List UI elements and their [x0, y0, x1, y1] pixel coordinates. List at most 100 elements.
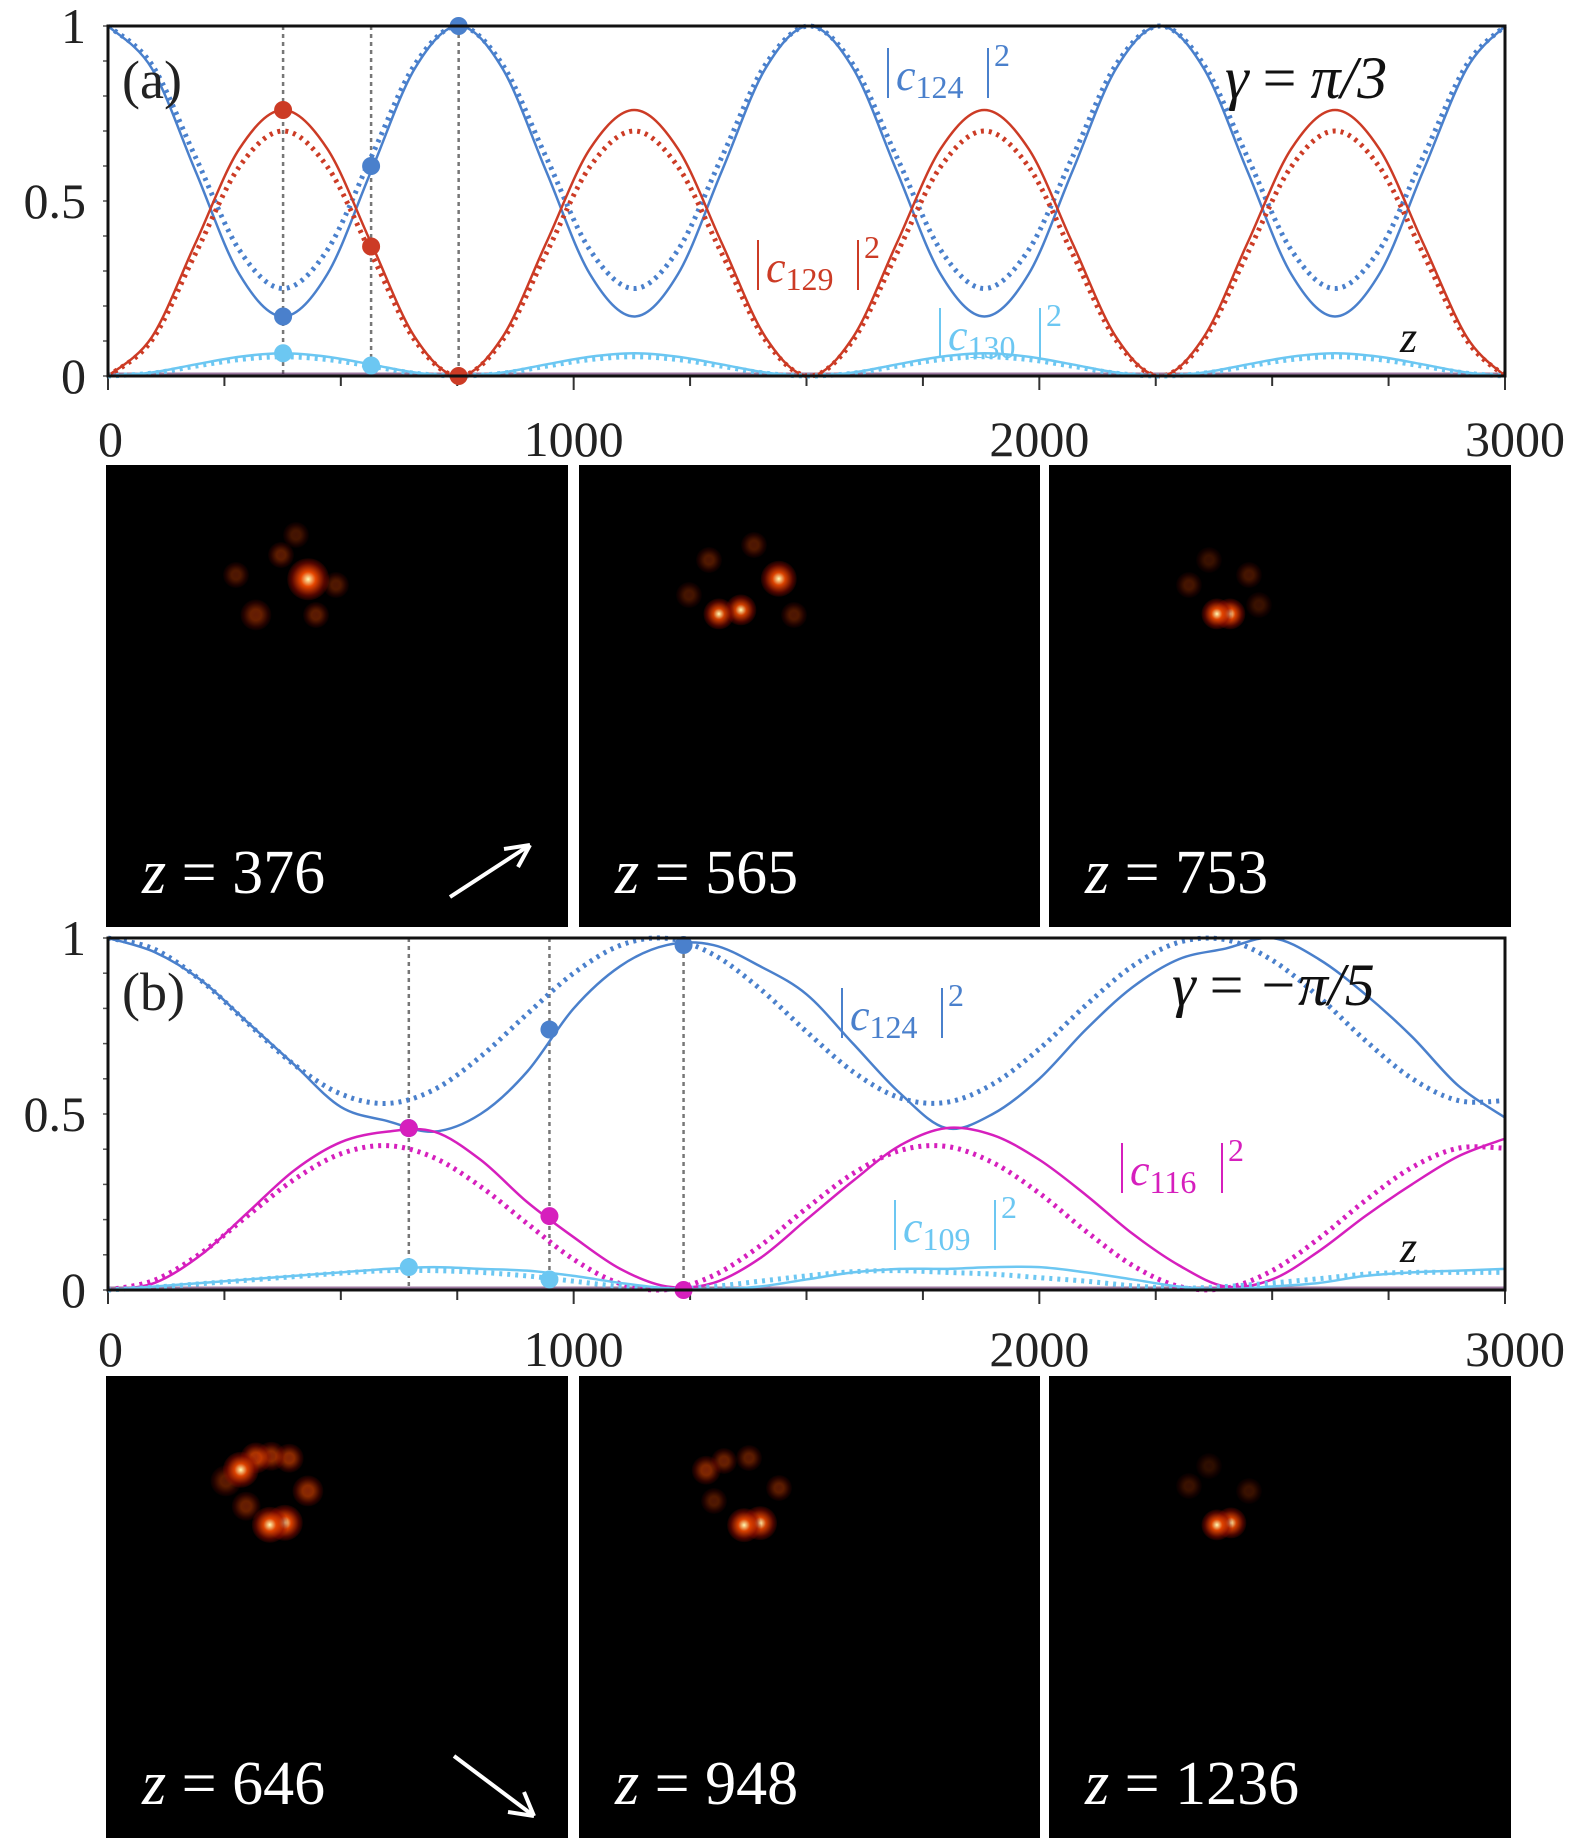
x-tick-label: 2000	[989, 1321, 1089, 1377]
snapshot-b-1: z = 646	[106, 1376, 568, 1838]
intensity-spot	[222, 1451, 260, 1489]
intensity-spot	[268, 542, 294, 568]
intensity-spot	[303, 602, 329, 628]
coef-power: 2	[948, 977, 964, 1013]
data-marker	[274, 101, 293, 119]
y-tick-label: 0	[61, 1262, 86, 1318]
intensity-spot	[1196, 1453, 1222, 1479]
intensity-spot	[1196, 547, 1222, 573]
intensity-spot	[760, 560, 798, 598]
intensity-spot	[287, 558, 329, 600]
y-tick-label: 0.5	[24, 173, 87, 229]
snapshot-a-2: z = 565	[579, 465, 1040, 927]
intensity-spot	[701, 1488, 727, 1514]
curve-label: c130 2	[939, 297, 1062, 365]
data-marker	[674, 936, 693, 955]
series-line	[106, 128, 1507, 379]
coef-power: 2	[1228, 1132, 1244, 1168]
coef-index: 109	[923, 1221, 971, 1257]
series-line	[107, 1126, 1506, 1292]
data-marker	[399, 1258, 418, 1277]
data-marker	[362, 237, 381, 256]
intensity-spot	[292, 1475, 324, 1507]
intensity-spot	[1246, 592, 1272, 618]
data-marker	[540, 1020, 559, 1039]
curve-label: c124 2	[841, 977, 964, 1045]
y-tick-label: 0	[61, 348, 86, 404]
x-axis-label: z	[1399, 313, 1417, 362]
snapshot-label: z = 646	[142, 1750, 326, 1818]
coef-name: c	[903, 1203, 923, 1252]
intensity-spot	[1176, 1473, 1202, 1499]
coef-power: 2	[1046, 297, 1062, 333]
curve-label-text: c124	[850, 991, 918, 1045]
curve-label: c116 2	[1121, 1132, 1244, 1200]
intensity-spot	[1176, 572, 1202, 598]
intensity-spot	[696, 547, 722, 573]
x-tick-label: 2000	[989, 411, 1089, 467]
snapshot-label: z = 1236	[1085, 1750, 1300, 1818]
coef-name: c	[1130, 1146, 1150, 1195]
intensity-spot	[676, 582, 702, 608]
y-tick-label: 0.5	[24, 1086, 87, 1142]
arrow-up-right-icon	[448, 843, 532, 899]
intensity-spot	[691, 1455, 721, 1485]
parameter-value: −π/5	[1258, 952, 1375, 1018]
x-tick-label: 1000	[524, 411, 624, 467]
y-tick-label: 1	[61, 910, 86, 966]
series-line	[107, 108, 1506, 378]
intensity-spot	[240, 599, 272, 631]
coef-index: 124	[916, 69, 964, 105]
intensity-spot	[766, 1475, 792, 1501]
snapshot-label: z = 376	[142, 839, 326, 907]
panel-label: (b)	[122, 962, 185, 1022]
series-line	[107, 1265, 1506, 1292]
snapshot-label: z = 948	[615, 1750, 799, 1818]
series-line	[107, 1267, 1505, 1293]
curve-label: c124 2	[887, 37, 1010, 105]
data-marker	[399, 1119, 418, 1138]
coef-name: c	[948, 311, 968, 360]
x-tick-label: 3000	[1465, 411, 1565, 467]
parameter-symbol: γ	[1172, 952, 1197, 1018]
intensity-spot	[736, 1445, 762, 1471]
curve-label: c129 2	[757, 229, 880, 297]
curve-label-text: c109	[903, 1203, 971, 1257]
snapshot-a-1: z = 376	[106, 465, 568, 927]
intensity-spot	[251, 1506, 289, 1544]
coef-name: c	[896, 51, 916, 100]
coef-name: c	[850, 991, 870, 1040]
intensity-spot	[741, 532, 767, 558]
data-marker	[362, 157, 381, 175]
curve-label: c109 2	[894, 1189, 1017, 1257]
curve-label-text: c129	[766, 243, 834, 297]
data-marker	[274, 344, 293, 363]
parameter-eq: =	[1263, 45, 1297, 111]
coef-power: 2	[994, 37, 1010, 73]
intensity-spot	[727, 1508, 761, 1542]
panel-label: (a)	[122, 50, 182, 110]
data-marker	[362, 356, 381, 375]
curve-label-text: c124	[896, 51, 964, 105]
intensity-spot	[1201, 1509, 1233, 1541]
series-line	[107, 1143, 1506, 1293]
coef-index: 130	[968, 329, 1016, 365]
parameter-eq: =	[1210, 952, 1244, 1018]
x-tick-label: 0	[98, 411, 123, 467]
plot-frame	[106, 24, 1507, 378]
coef-power: 2	[1001, 1189, 1017, 1225]
intensity-spot	[781, 602, 807, 628]
x-tick-label: 1000	[524, 1321, 624, 1377]
intensity-spot	[1236, 562, 1262, 588]
data-marker	[540, 1270, 559, 1289]
coef-index: 129	[786, 261, 834, 297]
y-tick-label: 1	[61, 0, 86, 54]
intensity-spot	[1236, 1478, 1262, 1504]
curve-label-text: c116	[1130, 1146, 1196, 1200]
intensity-spot	[1201, 598, 1233, 630]
snapshot-label: z = 753	[1085, 839, 1269, 907]
snapshot-b-2: z = 948	[579, 1376, 1040, 1838]
data-marker	[274, 307, 293, 326]
